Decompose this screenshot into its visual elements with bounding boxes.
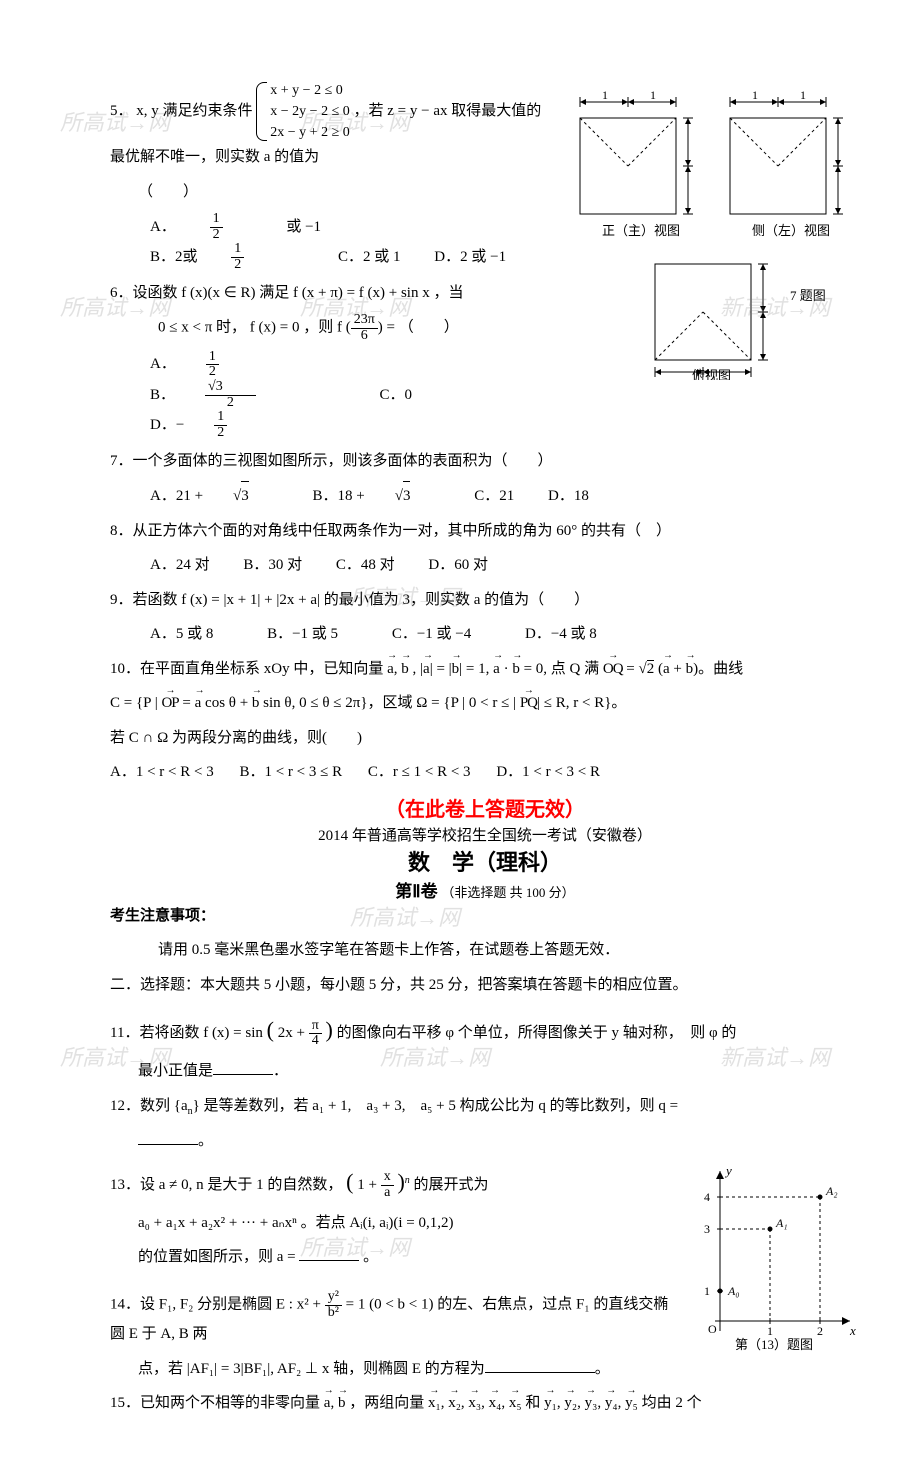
three-view-figure: 1 1 xyxy=(560,80,860,385)
answer-invalid-note: （在此卷上答题无效） xyxy=(110,793,860,822)
side-view-label: 侧（左）视图 xyxy=(752,223,830,238)
svg-text:1: 1 xyxy=(767,1324,773,1338)
q10-line3: 若 C ∩ Ω 为两段分离的曲线，则( ) xyxy=(110,724,860,753)
q7-options: A．21 + √3 B．18 + √3 C．21 D．18 xyxy=(110,481,860,511)
part2-title: 第Ⅱ卷 （非选择题 共 100 分） xyxy=(110,877,860,902)
svg-text:1: 1 xyxy=(602,88,608,102)
svg-text:1: 1 xyxy=(800,88,806,102)
q9-options: A．5 或 8 B．−1 或 5 C．−1 或 −4 D．−4 或 8 xyxy=(110,620,860,649)
svg-text:A₁: A₁ xyxy=(775,1216,788,1230)
notice-heading: 考生注意事项： xyxy=(110,902,860,931)
question-11: 11．若将函数 f (x) = sin ( 2x + π4 ) 的图像向右平移 … xyxy=(110,1009,860,1051)
q13-figure: O x y 4 3 1 1 2 A₀ A₁ A₂ xyxy=(690,1161,860,1356)
question-7: 7．一个多面体的三视图如图所示，则该多面体的表面积为（ ） xyxy=(110,447,860,476)
question-10: 10．在平面直角坐标系 xOy 中，已知向量 a, b , |a| = |b| … xyxy=(110,655,860,684)
notice-body: 请用 0.5 毫米黑色墨水签字笔在答题卡上作答，在试题卷上答题无效． xyxy=(110,936,860,965)
q12-blank: 。 xyxy=(110,1127,860,1156)
exam-title-line: 2014 年普通高等学校招生全国统一考试（安徽卷） xyxy=(110,824,860,845)
svg-text:1: 1 xyxy=(704,1284,710,1298)
front-view-label: 正（主）视图 xyxy=(602,223,680,238)
svg-text:3: 3 xyxy=(704,1222,710,1236)
question-12: 12．数列 {an} 是等差数列，若 a₁ + 1, a₃ + 3, a₅ + … xyxy=(110,1092,860,1121)
svg-text:第（13）题图: 第（13）题图 xyxy=(735,1337,813,1351)
svg-text:A₂: A₂ xyxy=(825,1184,838,1198)
question-15: 15．已知两个不相等的非零向量 a, b ，两组向量 x₁, x₂, x₃, x… xyxy=(110,1389,860,1418)
svg-text:1: 1 xyxy=(650,88,656,102)
q11-line2: 最小正值是． xyxy=(110,1057,860,1086)
q5-lead: x, y 满足约束条件 xyxy=(136,103,252,119)
question-8: 8．从正方体六个面的对角线中任取两条作为一对，其中所成的角为 60° 的共有（ … xyxy=(110,517,860,546)
q8-options: A．24 对 B．30 对 C．48 对 D．60 对 xyxy=(110,551,860,580)
subject-title: 数 学（理科） xyxy=(110,845,860,877)
top-view-label: 俯视图 xyxy=(692,368,731,380)
blank-13 xyxy=(299,1245,359,1261)
svg-text:A₀: A₀ xyxy=(727,1284,740,1298)
svg-text:O: O xyxy=(708,1322,717,1336)
q5-num: 5． xyxy=(110,103,133,119)
q10-options: A．1 < r < R < 3 B．1 < r < 3 ≤ R C．r ≤ 1 … xyxy=(110,758,860,787)
blank-12 xyxy=(138,1129,198,1145)
svg-text:x: x xyxy=(849,1323,856,1338)
blank-11 xyxy=(213,1059,273,1075)
figure-7-label: 7 题图 xyxy=(790,288,826,303)
svg-text:1: 1 xyxy=(752,88,758,102)
blank-14 xyxy=(485,1357,595,1373)
svg-text:2: 2 xyxy=(817,1324,823,1338)
q10-line2: C = {P | OP = a cos θ + b sin θ, 0 ≤ θ ≤… xyxy=(110,689,860,718)
section-2-heading: 二．选择题：本大题共 5 小题，每小题 5 分，共 25 分，把答案填在答题卡的… xyxy=(110,971,860,1000)
svg-text:y: y xyxy=(724,1163,732,1178)
svg-text:4: 4 xyxy=(704,1190,710,1204)
question-9: 9．若函数 f (x) = |x + 1| + |2x + a| 的最小值为 3… xyxy=(110,586,860,615)
q5-system: x + y − 2 ≤ 0 x − 2y − 2 ≤ 0 2x − y + 2 … xyxy=(256,80,349,143)
q14-line2: 点，若 |AF₁| = 3|BF₁|, AF₂ ⊥ x 轴，则椭圆 E 的方程为… xyxy=(110,1355,860,1384)
